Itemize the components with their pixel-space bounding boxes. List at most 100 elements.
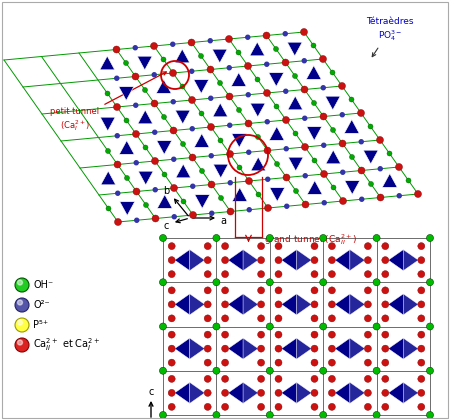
Circle shape xyxy=(181,199,186,204)
Circle shape xyxy=(311,243,318,249)
Circle shape xyxy=(246,93,250,97)
Polygon shape xyxy=(120,202,135,215)
Polygon shape xyxy=(243,249,258,270)
Circle shape xyxy=(418,403,425,410)
Circle shape xyxy=(198,53,203,58)
Circle shape xyxy=(151,100,158,107)
Circle shape xyxy=(320,367,327,374)
Circle shape xyxy=(226,150,234,158)
Circle shape xyxy=(150,42,158,50)
Circle shape xyxy=(188,39,195,46)
Circle shape xyxy=(256,134,261,139)
Polygon shape xyxy=(119,87,134,100)
Polygon shape xyxy=(326,150,341,164)
Circle shape xyxy=(311,287,318,294)
Circle shape xyxy=(143,145,148,150)
Circle shape xyxy=(123,60,129,66)
Text: OH⁻: OH⁻ xyxy=(33,280,53,290)
Circle shape xyxy=(373,234,380,241)
Circle shape xyxy=(199,111,204,116)
Circle shape xyxy=(246,178,252,184)
Circle shape xyxy=(255,77,260,82)
Circle shape xyxy=(418,375,425,382)
Circle shape xyxy=(364,301,371,308)
Circle shape xyxy=(364,345,371,352)
Circle shape xyxy=(311,389,318,396)
Circle shape xyxy=(168,345,175,352)
Circle shape xyxy=(15,318,29,332)
Circle shape xyxy=(257,403,265,410)
Circle shape xyxy=(418,345,425,352)
Circle shape xyxy=(275,389,282,396)
Circle shape xyxy=(152,73,156,77)
Circle shape xyxy=(274,104,279,109)
Circle shape xyxy=(382,359,389,366)
Circle shape xyxy=(213,279,220,286)
Circle shape xyxy=(221,287,229,294)
Circle shape xyxy=(162,115,166,120)
Text: b: b xyxy=(163,186,169,196)
Polygon shape xyxy=(158,194,172,208)
Circle shape xyxy=(266,323,273,330)
Circle shape xyxy=(427,279,433,286)
Circle shape xyxy=(247,150,251,154)
Circle shape xyxy=(266,279,273,286)
Text: Ca$_{II}^{2+}$ et Ca$_I^{2+}$: Ca$_{II}^{2+}$ et Ca$_I^{2+}$ xyxy=(33,336,100,353)
Circle shape xyxy=(275,270,282,278)
Circle shape xyxy=(168,270,175,278)
Circle shape xyxy=(221,315,229,322)
Circle shape xyxy=(283,116,289,123)
Circle shape xyxy=(360,197,364,201)
Circle shape xyxy=(125,176,130,181)
Polygon shape xyxy=(250,103,265,117)
Circle shape xyxy=(311,257,318,264)
Circle shape xyxy=(133,188,140,195)
Circle shape xyxy=(257,243,265,249)
Circle shape xyxy=(320,412,327,418)
Circle shape xyxy=(199,168,204,173)
Circle shape xyxy=(283,174,290,181)
Circle shape xyxy=(170,127,177,134)
Polygon shape xyxy=(297,338,311,359)
Circle shape xyxy=(159,323,166,330)
Circle shape xyxy=(257,270,265,278)
Circle shape xyxy=(301,29,307,36)
Circle shape xyxy=(113,46,120,53)
Circle shape xyxy=(227,66,231,70)
Circle shape xyxy=(339,197,346,205)
Circle shape xyxy=(168,301,175,308)
Circle shape xyxy=(387,151,392,156)
Circle shape xyxy=(274,162,279,166)
Circle shape xyxy=(143,87,148,92)
Circle shape xyxy=(378,167,382,171)
Circle shape xyxy=(303,174,307,178)
Polygon shape xyxy=(212,49,227,63)
Circle shape xyxy=(320,55,327,63)
Circle shape xyxy=(204,331,211,338)
Circle shape xyxy=(256,192,261,197)
Circle shape xyxy=(189,154,196,161)
Polygon shape xyxy=(325,96,340,110)
Circle shape xyxy=(245,120,252,127)
Circle shape xyxy=(247,208,251,212)
Circle shape xyxy=(191,184,195,188)
Circle shape xyxy=(204,375,211,382)
Circle shape xyxy=(349,97,354,102)
Circle shape xyxy=(328,389,335,396)
Circle shape xyxy=(171,42,175,46)
Circle shape xyxy=(350,155,355,160)
Circle shape xyxy=(227,208,234,215)
Circle shape xyxy=(265,205,271,212)
Polygon shape xyxy=(100,117,115,131)
Circle shape xyxy=(115,134,119,138)
Circle shape xyxy=(217,81,222,86)
Circle shape xyxy=(105,91,110,96)
Polygon shape xyxy=(175,49,190,63)
Circle shape xyxy=(328,331,335,338)
Circle shape xyxy=(275,359,282,366)
Circle shape xyxy=(266,367,273,374)
Polygon shape xyxy=(228,294,243,315)
Text: a: a xyxy=(220,216,226,226)
Circle shape xyxy=(382,345,389,352)
Circle shape xyxy=(144,202,149,207)
